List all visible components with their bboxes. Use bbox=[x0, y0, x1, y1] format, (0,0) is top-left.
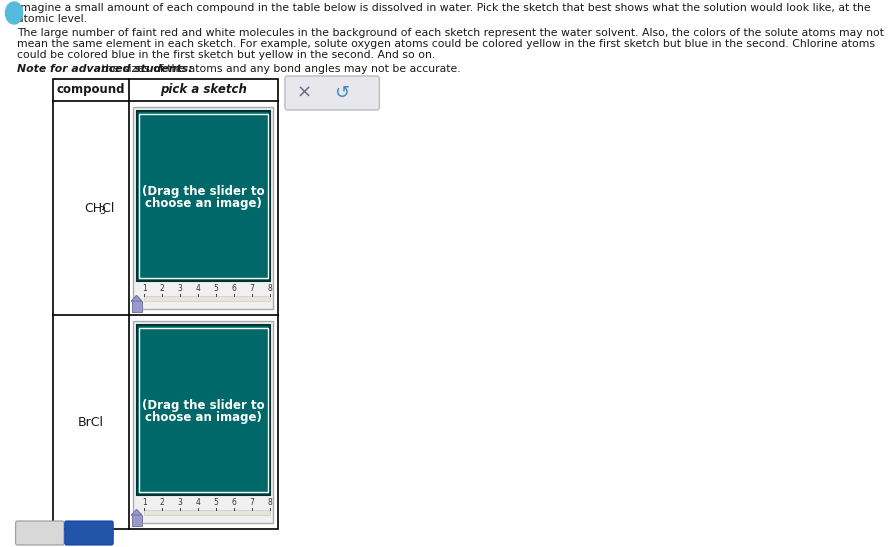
Text: 3: 3 bbox=[178, 498, 183, 507]
Text: pick a sketch: pick a sketch bbox=[160, 84, 247, 96]
Bar bbox=[133, 107, 273, 309]
Text: choose an image): choose an image) bbox=[145, 196, 261, 210]
Text: 5: 5 bbox=[213, 284, 219, 293]
Bar bbox=[53, 79, 278, 529]
Text: 7: 7 bbox=[250, 498, 254, 507]
Bar bbox=[132, 515, 141, 526]
Text: 1: 1 bbox=[142, 498, 147, 507]
Text: ×: × bbox=[297, 84, 312, 102]
Circle shape bbox=[5, 2, 22, 24]
Text: (Drag the slider to: (Drag the slider to bbox=[142, 399, 265, 411]
Bar bbox=[133, 321, 273, 523]
Polygon shape bbox=[132, 295, 141, 301]
Bar bbox=[137, 325, 270, 495]
Text: The large number of faint red and white molecules in the background of each sket: The large number of faint red and white … bbox=[17, 28, 885, 38]
Text: 5: 5 bbox=[213, 498, 219, 507]
Text: choose an image): choose an image) bbox=[145, 410, 261, 423]
Text: 1: 1 bbox=[142, 284, 147, 293]
Polygon shape bbox=[132, 509, 141, 515]
Text: 2: 2 bbox=[160, 498, 164, 507]
Text: 2: 2 bbox=[160, 284, 164, 293]
Text: could be colored blue in the first sketch but yellow in the second. And so on.: could be colored blue in the first sketc… bbox=[17, 50, 436, 60]
Text: 6: 6 bbox=[232, 498, 236, 507]
Bar bbox=[132, 301, 141, 312]
Text: CHCl: CHCl bbox=[84, 201, 115, 214]
Text: ↺: ↺ bbox=[334, 84, 349, 102]
Text: 3: 3 bbox=[100, 207, 106, 217]
Bar bbox=[144, 510, 270, 515]
Text: Imagine a small amount of each compound in the table below is dissolved in water: Imagine a small amount of each compound … bbox=[17, 3, 871, 13]
Text: 4: 4 bbox=[196, 498, 201, 507]
Text: Note for advanced students:: Note for advanced students: bbox=[17, 64, 193, 74]
Bar bbox=[139, 328, 268, 492]
Text: 3: 3 bbox=[178, 284, 183, 293]
Text: compound: compound bbox=[57, 84, 125, 96]
Text: 8: 8 bbox=[268, 498, 272, 507]
Text: BrCl: BrCl bbox=[78, 416, 104, 428]
Bar bbox=[137, 111, 270, 281]
Bar bbox=[144, 296, 270, 301]
Text: 4: 4 bbox=[196, 284, 201, 293]
FancyBboxPatch shape bbox=[284, 76, 380, 110]
FancyBboxPatch shape bbox=[16, 521, 64, 545]
Text: the sizes of the atoms and any bond angles may not be accurate.: the sizes of the atoms and any bond angl… bbox=[98, 64, 461, 74]
Text: 8: 8 bbox=[268, 284, 272, 293]
FancyBboxPatch shape bbox=[65, 521, 113, 545]
Text: mean the same element in each sketch. For example, solute oxygen atoms could be : mean the same element in each sketch. Fo… bbox=[17, 39, 875, 49]
Text: 7: 7 bbox=[250, 284, 254, 293]
Text: atomic level.: atomic level. bbox=[17, 14, 87, 24]
Text: 6: 6 bbox=[232, 284, 236, 293]
Text: (Drag the slider to: (Drag the slider to bbox=[142, 184, 265, 197]
Bar bbox=[139, 114, 268, 278]
